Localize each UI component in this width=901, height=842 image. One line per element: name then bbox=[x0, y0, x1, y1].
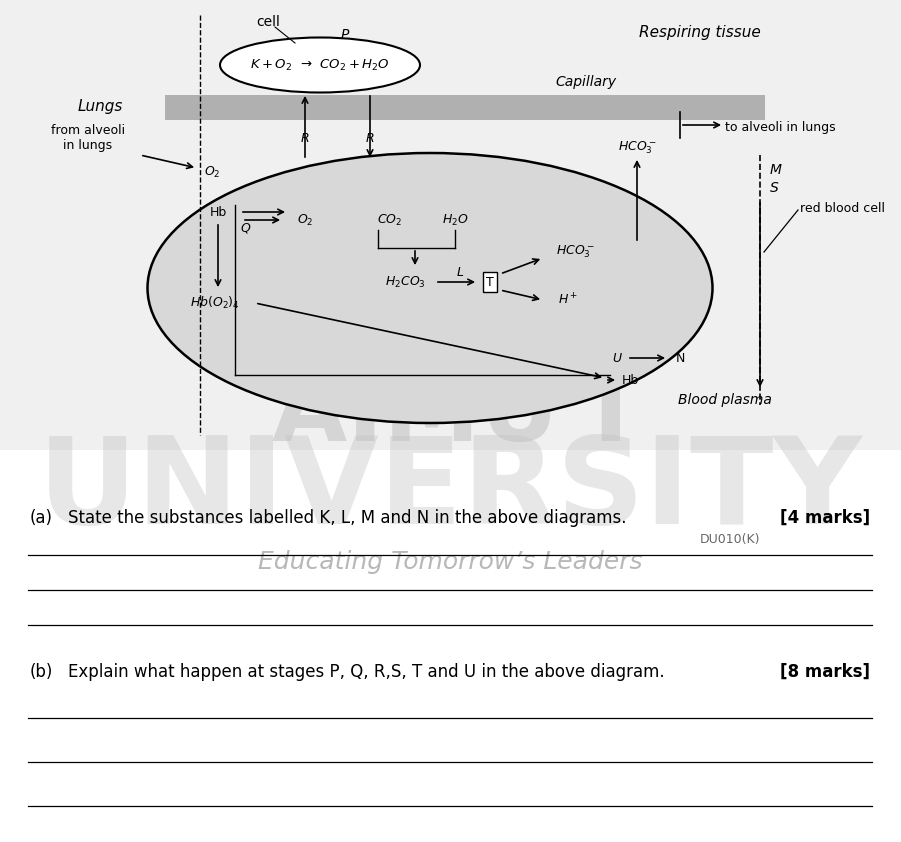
Text: U: U bbox=[613, 351, 622, 365]
Text: N: N bbox=[676, 351, 685, 365]
Text: $Hb(O_2)_4$: $Hb(O_2)_4$ bbox=[190, 295, 240, 311]
Text: $CO_2$: $CO_2$ bbox=[378, 212, 403, 227]
Text: AIMU I: AIMU I bbox=[271, 369, 629, 461]
Ellipse shape bbox=[148, 153, 713, 423]
Text: State the substances labelled K, L, M and N in the above diagrams.: State the substances labelled K, L, M an… bbox=[68, 509, 626, 527]
Text: T: T bbox=[487, 275, 494, 289]
Text: $O_2$: $O_2$ bbox=[204, 164, 221, 179]
Text: L: L bbox=[457, 265, 463, 279]
Text: Q: Q bbox=[240, 221, 250, 235]
Text: Capillary: Capillary bbox=[555, 75, 616, 89]
Text: $O_2$: $O_2$ bbox=[296, 212, 314, 227]
Text: Hb: Hb bbox=[209, 205, 227, 219]
Text: Respiring tissue: Respiring tissue bbox=[639, 24, 760, 40]
Text: R: R bbox=[301, 131, 309, 145]
Text: DU010(K): DU010(K) bbox=[700, 534, 760, 546]
Text: $H_2CO_3$: $H_2CO_3$ bbox=[385, 274, 425, 290]
Text: $HCO_3^-$: $HCO_3^-$ bbox=[556, 243, 595, 260]
Text: cell: cell bbox=[256, 15, 280, 29]
Text: UNIVERSITY: UNIVERSITY bbox=[38, 431, 862, 548]
Text: S: S bbox=[770, 181, 778, 195]
Text: $H^+$: $H^+$ bbox=[558, 292, 578, 307]
Text: (b): (b) bbox=[30, 663, 53, 681]
Text: from alveoli
in lungs: from alveoli in lungs bbox=[51, 124, 125, 152]
Text: (a): (a) bbox=[30, 509, 53, 527]
Text: [8 marks]: [8 marks] bbox=[780, 663, 870, 681]
Text: $K + O_2$  →  $CO_2 + H_2O$: $K + O_2$ → $CO_2 + H_2O$ bbox=[250, 57, 390, 72]
Text: Explain what happen at stages P, Q, R,S, T and U in the above diagram.: Explain what happen at stages P, Q, R,S,… bbox=[68, 663, 665, 681]
Bar bbox=[0, 0, 901, 450]
Bar bbox=[165, 95, 765, 120]
Ellipse shape bbox=[220, 38, 420, 93]
Text: Educating Tomorrow’s Leaders: Educating Tomorrow’s Leaders bbox=[258, 550, 642, 574]
Text: to alveoli in lungs: to alveoli in lungs bbox=[725, 121, 835, 135]
Text: $HCO_3^-$: $HCO_3^-$ bbox=[617, 140, 657, 157]
Text: P: P bbox=[341, 28, 350, 42]
Text: R: R bbox=[366, 131, 374, 145]
Text: Blood plasma: Blood plasma bbox=[678, 393, 772, 407]
Text: M: M bbox=[770, 163, 782, 177]
Text: [4 marks]: [4 marks] bbox=[780, 509, 870, 527]
Text: red blood cell: red blood cell bbox=[800, 201, 885, 215]
Text: Hb: Hb bbox=[622, 374, 639, 386]
Text: Lungs: Lungs bbox=[77, 99, 123, 115]
Text: $H_2O$: $H_2O$ bbox=[441, 212, 469, 227]
